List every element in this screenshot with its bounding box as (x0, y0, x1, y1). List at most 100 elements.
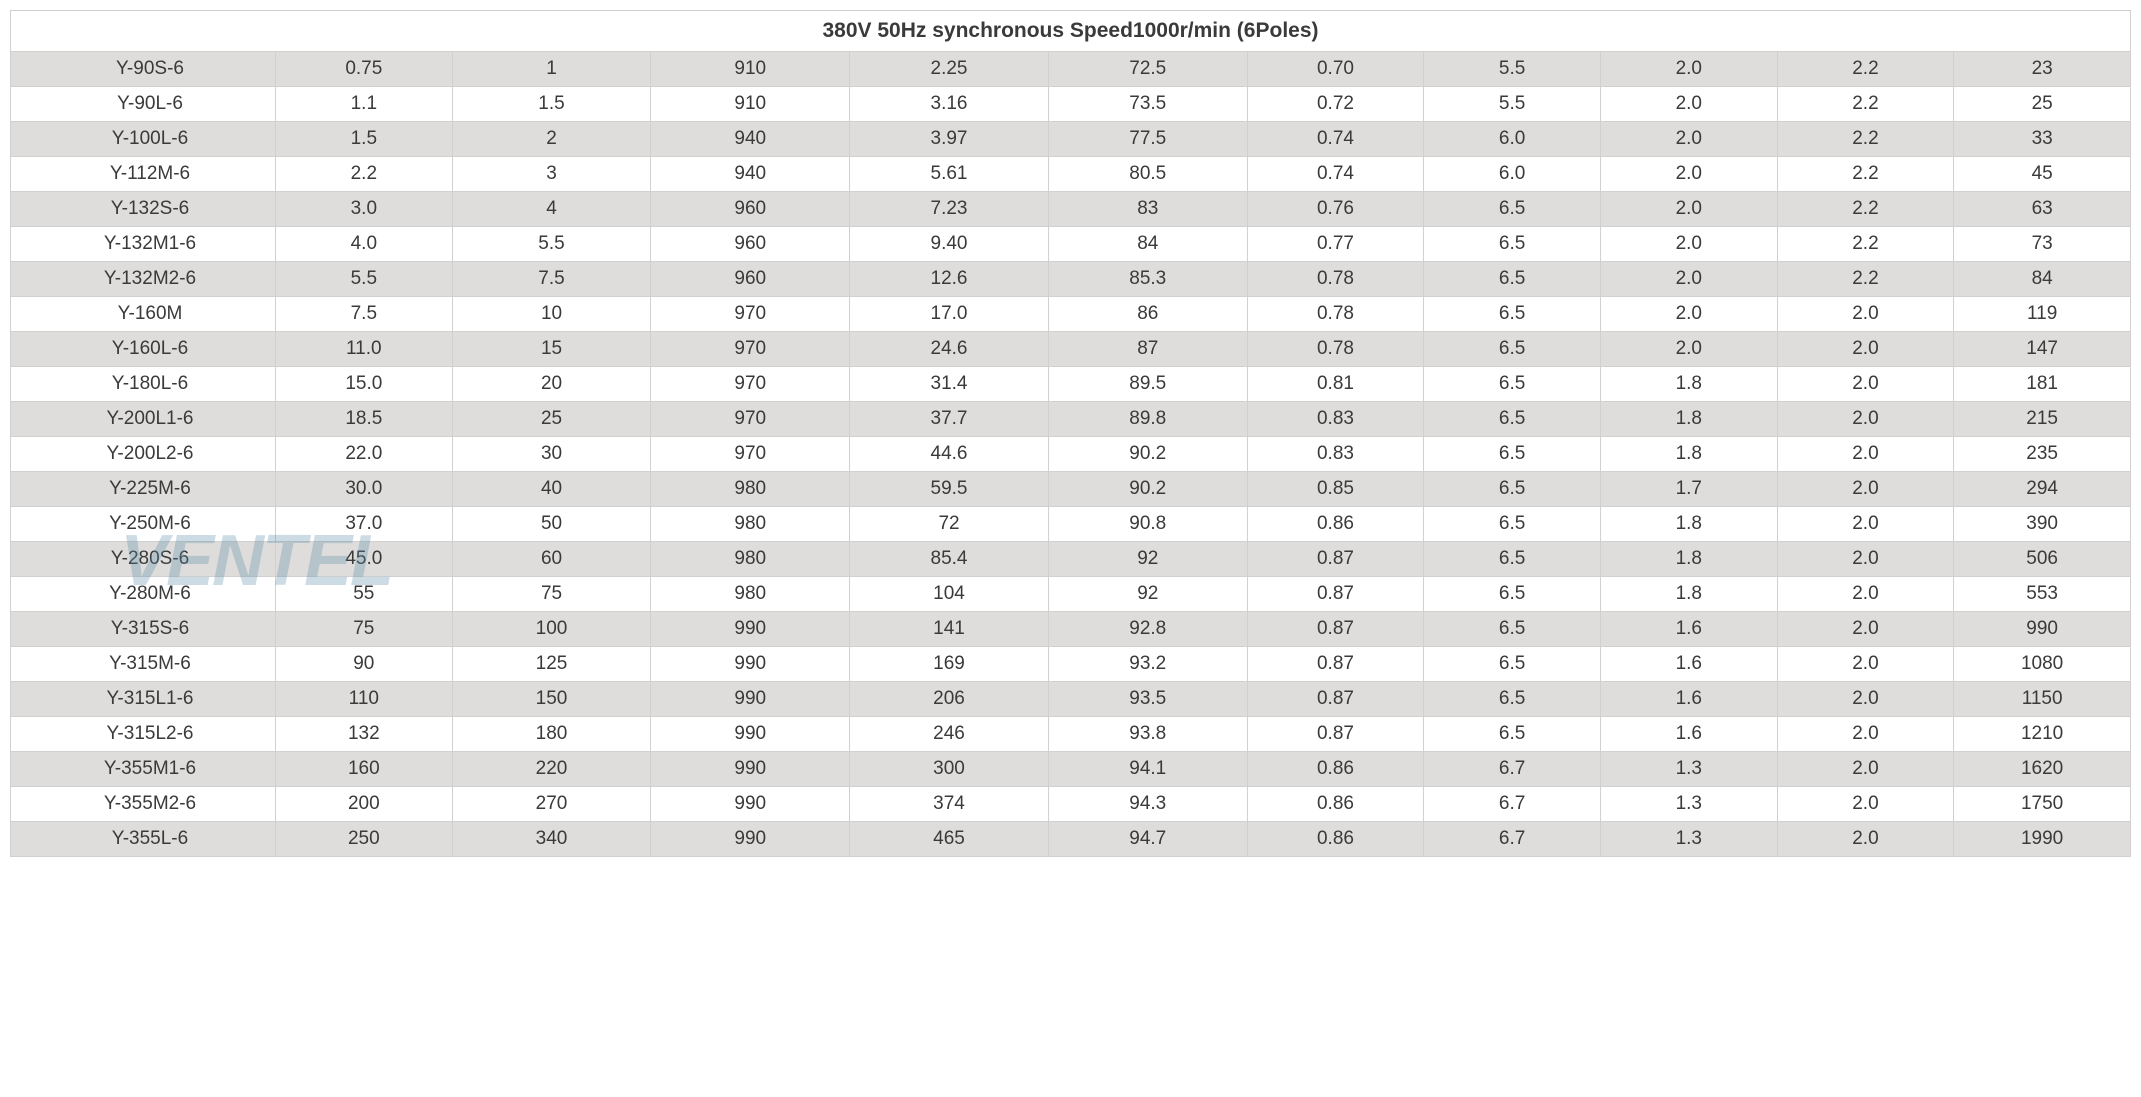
table-row: Y-90S-60.7519102.2572.50.705.52.02.223 (11, 52, 2131, 87)
value-cell: 2.0 (1777, 542, 1954, 577)
value-cell: 294 (1954, 472, 2131, 507)
value-cell: 5.5 (275, 262, 452, 297)
value-cell: 250 (275, 822, 452, 857)
value-cell: 92 (1048, 577, 1247, 612)
value-cell: 104 (850, 577, 1049, 612)
value-cell: 20 (452, 367, 651, 402)
value-cell: 6.0 (1424, 122, 1601, 157)
model-cell: Y-355M2-6 (11, 787, 276, 822)
value-cell: 1.6 (1600, 682, 1777, 717)
value-cell: 3.0 (275, 192, 452, 227)
value-cell: 30 (452, 437, 651, 472)
value-cell: 2.0 (1600, 87, 1777, 122)
value-cell: 90.2 (1048, 437, 1247, 472)
value-cell: 553 (1954, 577, 2131, 612)
value-cell: 2.0 (1777, 297, 1954, 332)
value-cell: 0.87 (1247, 542, 1424, 577)
model-cell: Y-315L2-6 (11, 717, 276, 752)
table-row: Y-90L-61.11.59103.1673.50.725.52.02.225 (11, 87, 2131, 122)
value-cell: 85.4 (850, 542, 1049, 577)
value-cell: 390 (1954, 507, 2131, 542)
value-cell: 465 (850, 822, 1049, 857)
value-cell: 940 (651, 157, 850, 192)
table-row: Y-280M-65575980104920.876.51.82.0553 (11, 577, 2131, 612)
value-cell: 73.5 (1048, 87, 1247, 122)
value-cell: 83 (1048, 192, 1247, 227)
value-cell: 180 (452, 717, 651, 752)
value-cell: 94.3 (1048, 787, 1247, 822)
value-cell: 970 (651, 402, 850, 437)
table-title: 380V 50Hz synchronous Speed1000r/min (6P… (11, 11, 2131, 52)
value-cell: 980 (651, 542, 850, 577)
value-cell: 2.0 (1777, 437, 1954, 472)
value-cell: 0.77 (1247, 227, 1424, 262)
table-row: Y-355L-625034099046594.70.866.71.32.0199… (11, 822, 2131, 857)
value-cell: 44.6 (850, 437, 1049, 472)
value-cell: 77.5 (1048, 122, 1247, 157)
value-cell: 1.8 (1600, 402, 1777, 437)
value-cell: 220 (452, 752, 651, 787)
value-cell: 89.5 (1048, 367, 1247, 402)
model-cell: Y-132M1-6 (11, 227, 276, 262)
table-row: Y-200L1-618.52597037.789.80.836.51.82.02… (11, 402, 2131, 437)
value-cell: 2.2 (1777, 52, 1954, 87)
value-cell: 990 (651, 822, 850, 857)
model-cell: Y-200L2-6 (11, 437, 276, 472)
value-cell: 6.5 (1424, 577, 1601, 612)
value-cell: 7.5 (452, 262, 651, 297)
table-row: Y-315S-67510099014192.80.876.51.62.0990 (11, 612, 2131, 647)
value-cell: 0.78 (1247, 297, 1424, 332)
table-row: Y-315L1-611015099020693.50.876.51.62.011… (11, 682, 2131, 717)
value-cell: 1990 (1954, 822, 2131, 857)
value-cell: 960 (651, 192, 850, 227)
value-cell: 89.8 (1048, 402, 1247, 437)
value-cell: 1.3 (1600, 822, 1777, 857)
value-cell: 30.0 (275, 472, 452, 507)
value-cell: 1.8 (1600, 507, 1777, 542)
value-cell: 4 (452, 192, 651, 227)
value-cell: 92 (1048, 542, 1247, 577)
value-cell: 6.7 (1424, 787, 1601, 822)
value-cell: 2.2 (275, 157, 452, 192)
table-row: Y-200L2-622.03097044.690.20.836.51.82.02… (11, 437, 2131, 472)
value-cell: 1.3 (1600, 752, 1777, 787)
value-cell: 45.0 (275, 542, 452, 577)
value-cell: 1.5 (452, 87, 651, 122)
value-cell: 0.75 (275, 52, 452, 87)
value-cell: 0.74 (1247, 157, 1424, 192)
value-cell: 6.5 (1424, 612, 1601, 647)
value-cell: 55 (275, 577, 452, 612)
value-cell: 132 (275, 717, 452, 752)
value-cell: 73 (1954, 227, 2131, 262)
value-cell: 0.87 (1247, 577, 1424, 612)
value-cell: 119 (1954, 297, 2131, 332)
model-cell: Y-280M-6 (11, 577, 276, 612)
table-row: Y-160L-611.01597024.6870.786.52.02.0147 (11, 332, 2131, 367)
model-cell: Y-100L-6 (11, 122, 276, 157)
value-cell: 2.0 (1777, 577, 1954, 612)
model-cell: Y-112M-6 (11, 157, 276, 192)
value-cell: 990 (651, 612, 850, 647)
value-cell: 18.5 (275, 402, 452, 437)
value-cell: 2.0 (1777, 507, 1954, 542)
value-cell: 1.6 (1600, 647, 1777, 682)
value-cell: 72 (850, 507, 1049, 542)
value-cell: 94.1 (1048, 752, 1247, 787)
value-cell: 270 (452, 787, 651, 822)
value-cell: 235 (1954, 437, 2131, 472)
value-cell: 2.2 (1777, 87, 1954, 122)
value-cell: 25 (1954, 87, 2131, 122)
value-cell: 1150 (1954, 682, 2131, 717)
value-cell: 60 (452, 542, 651, 577)
value-cell: 4.0 (275, 227, 452, 262)
value-cell: 6.5 (1424, 192, 1601, 227)
value-cell: 12.6 (850, 262, 1049, 297)
value-cell: 0.78 (1247, 332, 1424, 367)
value-cell: 7.5 (275, 297, 452, 332)
value-cell: 100 (452, 612, 651, 647)
value-cell: 6.5 (1424, 717, 1601, 752)
table-row: Y-132M1-64.05.59609.40840.776.52.02.273 (11, 227, 2131, 262)
value-cell: 150 (452, 682, 651, 717)
value-cell: 0.81 (1247, 367, 1424, 402)
value-cell: 2.0 (1777, 787, 1954, 822)
